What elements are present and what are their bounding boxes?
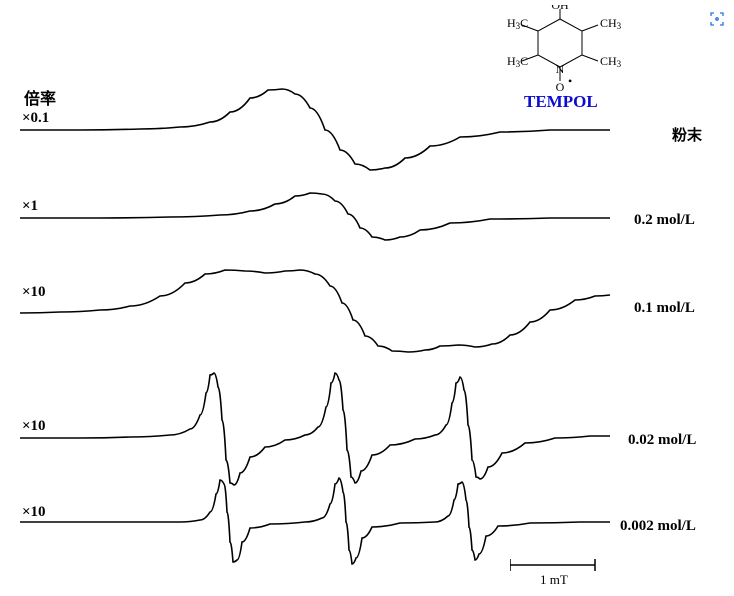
- spectrum-0-2: [20, 185, 610, 255]
- structure-ch3-ur: CH3: [600, 16, 622, 31]
- structure-ch3-ll: H3C: [507, 54, 528, 69]
- structure-oh: OH: [551, 5, 569, 12]
- scale-bar: [510, 558, 605, 572]
- structure-ch3-ul: H3C: [507, 16, 528, 31]
- spectrum-0-1: [20, 250, 610, 360]
- spectrum-powder: [20, 75, 610, 175]
- focus-icon: [710, 12, 724, 26]
- figure-container: { "figure": { "width_px": 734, "height_p…: [0, 0, 734, 596]
- structure-n: N: [556, 62, 565, 76]
- structure-ch3-lr: CH3: [600, 54, 622, 69]
- conc-label-3: 0.1 mol/L: [634, 300, 695, 317]
- mult-label-2: ×1: [22, 198, 38, 215]
- conc-label-2: 0.2 mol/L: [634, 212, 695, 229]
- mult-label-1: ×0.1: [22, 110, 49, 127]
- mult-label-5: ×10: [22, 504, 46, 521]
- scale-label: 1 mT: [540, 572, 568, 588]
- conc-label-5: 0.002 mol/L: [620, 518, 696, 535]
- mult-label-3: ×10: [22, 284, 46, 301]
- mult-label-4: ×10: [22, 418, 46, 435]
- conc-label-1: 粉末: [672, 124, 702, 145]
- conc-label-4: 0.02 mol/L: [628, 432, 696, 449]
